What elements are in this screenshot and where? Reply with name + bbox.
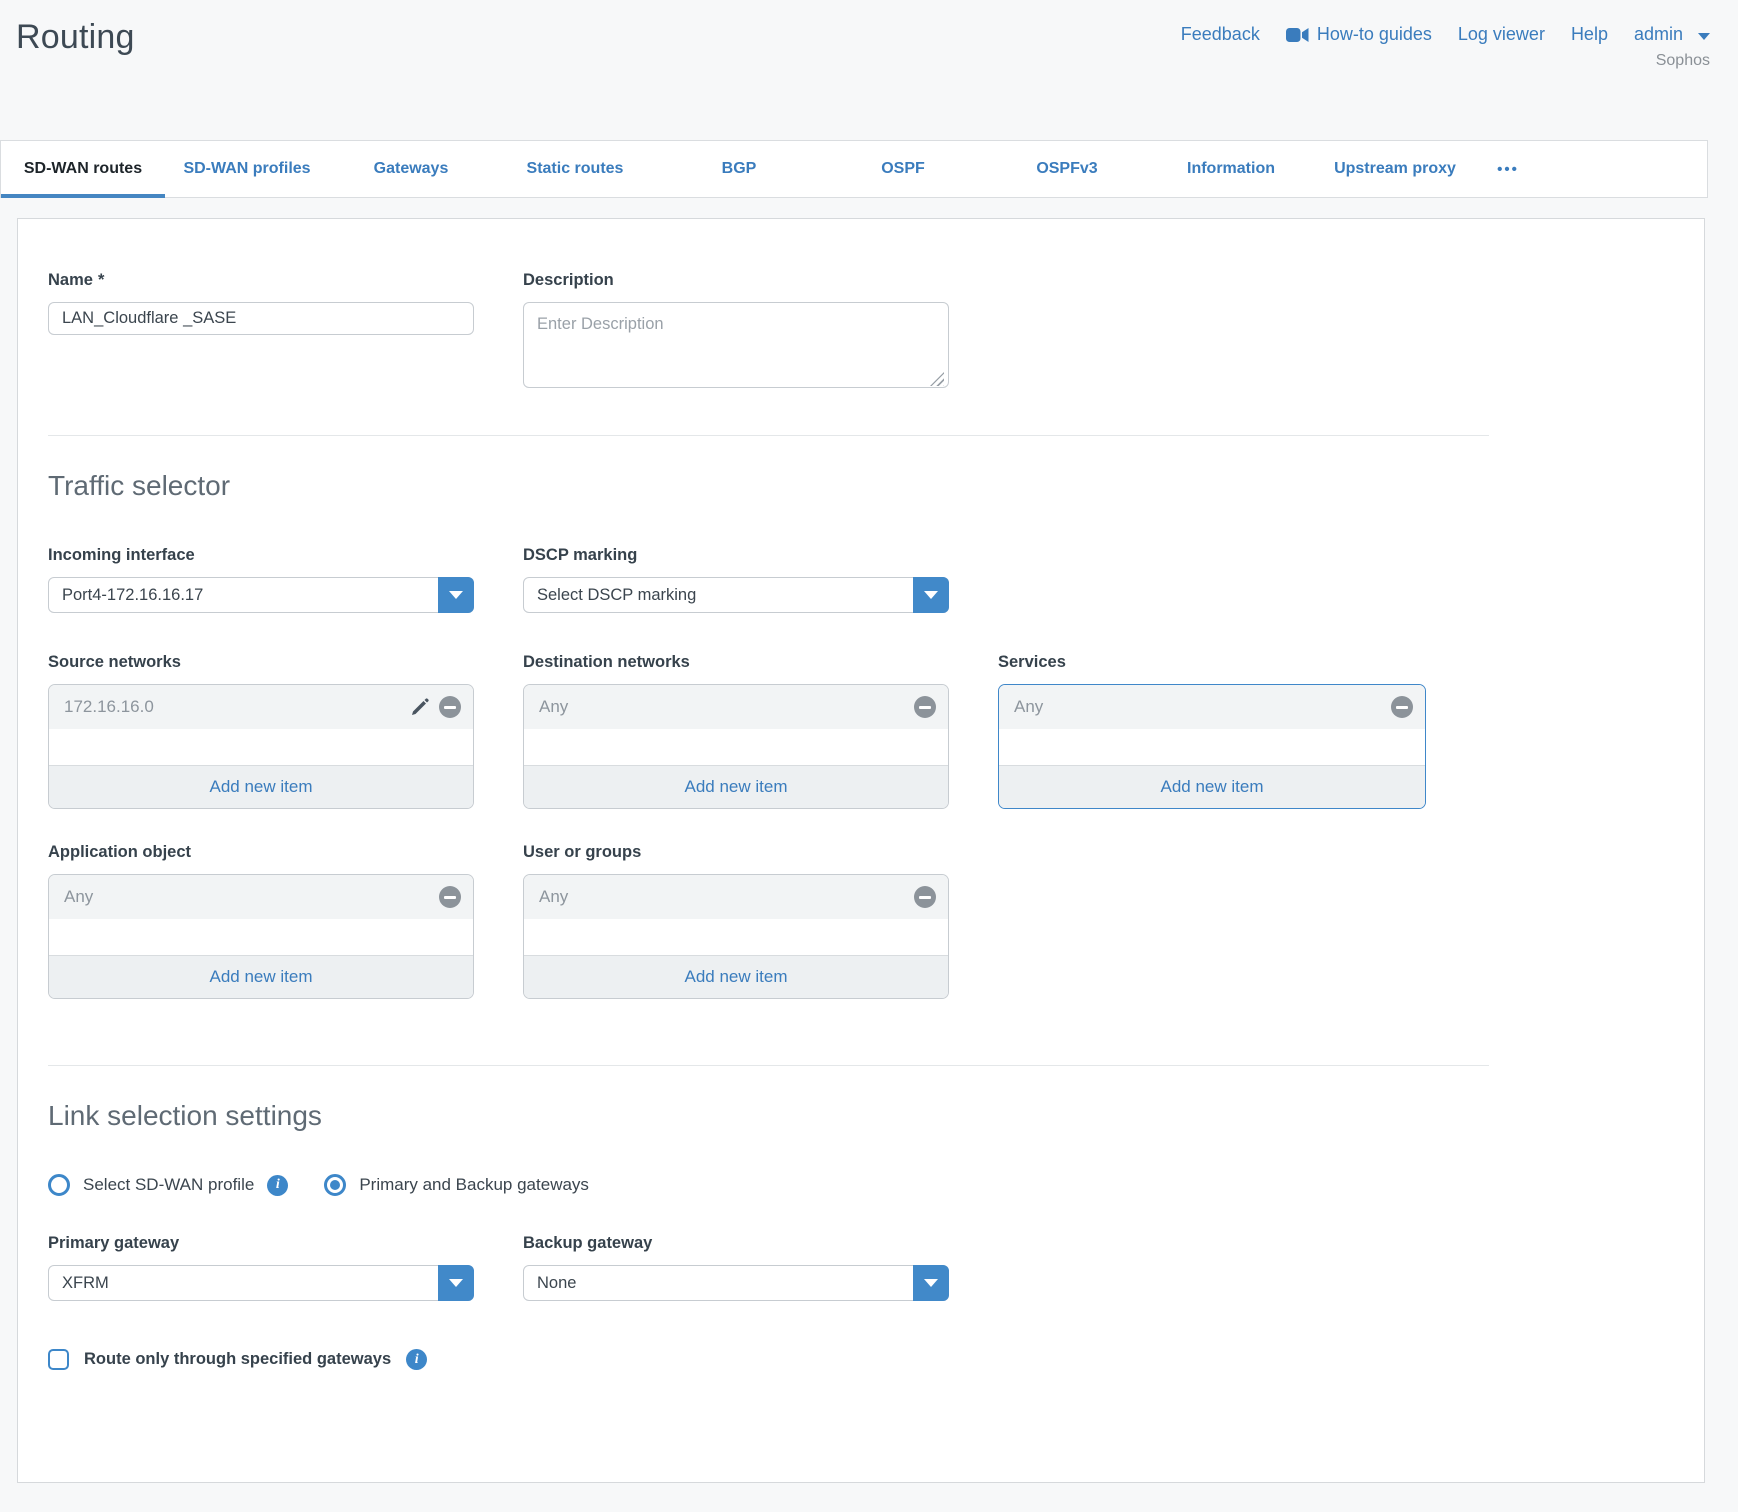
- log-viewer-link[interactable]: Log viewer: [1457, 24, 1545, 44]
- page-title: Routing: [16, 18, 135, 56]
- link-selection-heading: Link selection settings: [48, 1100, 322, 1131]
- backup-gateway-label: Backup gateway: [523, 1234, 653, 1252]
- info-icon[interactable]: i: [406, 1349, 428, 1370]
- name-input[interactable]: [48, 302, 474, 335]
- dscp-marking-select[interactable]: Select DSCP marking: [523, 577, 949, 613]
- primary-gateway-select[interactable]: XFRM: [48, 1265, 474, 1301]
- dropdown-arrow-icon: [924, 1279, 938, 1287]
- traffic-selector-heading: Traffic selector: [48, 470, 231, 501]
- header-right: Feedback How-to guides Log viewer Help a…: [1181, 12, 1710, 70]
- active-tab-underline: [1, 194, 165, 198]
- dropdown-arrow-icon: [924, 591, 938, 599]
- tab-information[interactable]: Information: [1187, 160, 1275, 177]
- brand-label: Sophos: [1655, 52, 1710, 69]
- radio-unselected-icon[interactable]: [48, 1174, 70, 1196]
- radio-primary-backup-gateways[interactable]: Primary and Backup gateways: [324, 1174, 589, 1196]
- route-only-gateways-checkbox[interactable]: [48, 1349, 69, 1370]
- application-object-label: Application object: [48, 843, 192, 861]
- dscp-marking-label: DSCP marking: [523, 546, 638, 564]
- routing-tabbar: SD-WAN routes SD-WAN profiles Gateways S…: [0, 140, 1708, 198]
- section-divider: [48, 1065, 1489, 1066]
- sdwan-route-form-panel: Name* Description Traffic selector Incom…: [17, 218, 1705, 1483]
- add-service-button[interactable]: Add new item: [999, 765, 1425, 808]
- info-icon[interactable]: i: [267, 1174, 289, 1196]
- dropdown-arrow-icon: [449, 1279, 463, 1287]
- tab-static-routes[interactable]: Static routes: [526, 160, 624, 177]
- help-link[interactable]: Help: [1570, 24, 1608, 44]
- route-only-gateways-label: Route only through specified gateways: [84, 1350, 392, 1368]
- backup-gateway-select[interactable]: None: [523, 1265, 949, 1301]
- header-links: Feedback How-to guides Log viewer Help a…: [1181, 24, 1710, 45]
- description-label: Description: [523, 271, 614, 289]
- list-item: Any: [524, 875, 948, 919]
- add-application-object-button[interactable]: Add new item: [49, 955, 473, 998]
- edit-pencil-icon[interactable]: [409, 697, 430, 718]
- more-tabs-button[interactable]: •••: [1497, 160, 1519, 178]
- remove-item-icon[interactable]: [439, 696, 461, 718]
- tab-upstream-proxy[interactable]: Upstream proxy: [1334, 160, 1456, 177]
- add-destination-network-button[interactable]: Add new item: [524, 765, 948, 808]
- incoming-interface-select[interactable]: Port4-172.16.16.17: [48, 577, 474, 613]
- dropdown-arrow-button[interactable]: [438, 1265, 474, 1301]
- destination-networks-box: Any Add new item: [523, 684, 949, 809]
- source-networks-label: Source networks: [48, 653, 181, 671]
- application-object-box: Any Add new item: [48, 874, 474, 999]
- video-camera-icon: [1285, 27, 1309, 43]
- section-divider: [48, 435, 1489, 436]
- required-asterisk: *: [97, 271, 105, 289]
- primary-gateway-label: Primary gateway: [48, 1234, 180, 1252]
- dropdown-arrow-button[interactable]: [913, 577, 949, 613]
- radio-select-sdwan-profile[interactable]: Select SD-WAN profile i: [48, 1174, 289, 1196]
- tab-bgp[interactable]: BGP: [721, 160, 757, 177]
- remove-item-icon[interactable]: [914, 886, 936, 908]
- services-box: Any Add new item: [998, 684, 1426, 809]
- list-item: 172.16.16.0: [49, 685, 473, 729]
- howto-guides-link[interactable]: How-to guides: [1285, 24, 1432, 45]
- tab-sdwan-profiles[interactable]: SD-WAN profiles: [183, 160, 311, 177]
- dropdown-arrow-button[interactable]: [438, 577, 474, 613]
- remove-item-icon[interactable]: [439, 886, 461, 908]
- remove-item-icon[interactable]: [1391, 696, 1413, 718]
- page-header: Routing Feedback How-to guides Log viewe…: [0, 0, 1738, 140]
- tab-gateways[interactable]: Gateways: [373, 160, 449, 177]
- remove-item-icon[interactable]: [914, 696, 936, 718]
- source-networks-box: 172.16.16.0 Add new item: [48, 684, 474, 809]
- feedback-link[interactable]: Feedback: [1180, 24, 1260, 44]
- description-textarea[interactable]: [523, 302, 949, 388]
- user-or-groups-label: User or groups: [523, 843, 642, 861]
- list-item: Any: [49, 875, 473, 919]
- add-source-network-button[interactable]: Add new item: [49, 765, 473, 808]
- radio-selected-icon[interactable]: [324, 1174, 347, 1196]
- tab-ospfv3[interactable]: OSPFv3: [1036, 160, 1098, 177]
- dropdown-arrow-button[interactable]: [913, 1265, 949, 1301]
- incoming-interface-label: Incoming interface: [48, 546, 195, 564]
- name-label: Name *: [48, 271, 105, 289]
- destination-networks-label: Destination networks: [523, 653, 690, 671]
- add-user-group-button[interactable]: Add new item: [524, 955, 948, 998]
- dropdown-arrow-icon: [449, 591, 463, 599]
- list-item: Any: [999, 685, 1425, 729]
- list-item: Any: [524, 685, 948, 729]
- admin-menu[interactable]: admin: [1634, 24, 1710, 45]
- tab-ospf[interactable]: OSPF: [881, 160, 925, 177]
- services-label: Services: [998, 653, 1066, 671]
- tab-sdwan-routes[interactable]: SD-WAN routes: [1, 141, 165, 198]
- caret-down-icon: [1698, 32, 1710, 40]
- user-or-groups-box: Any Add new item: [523, 874, 949, 999]
